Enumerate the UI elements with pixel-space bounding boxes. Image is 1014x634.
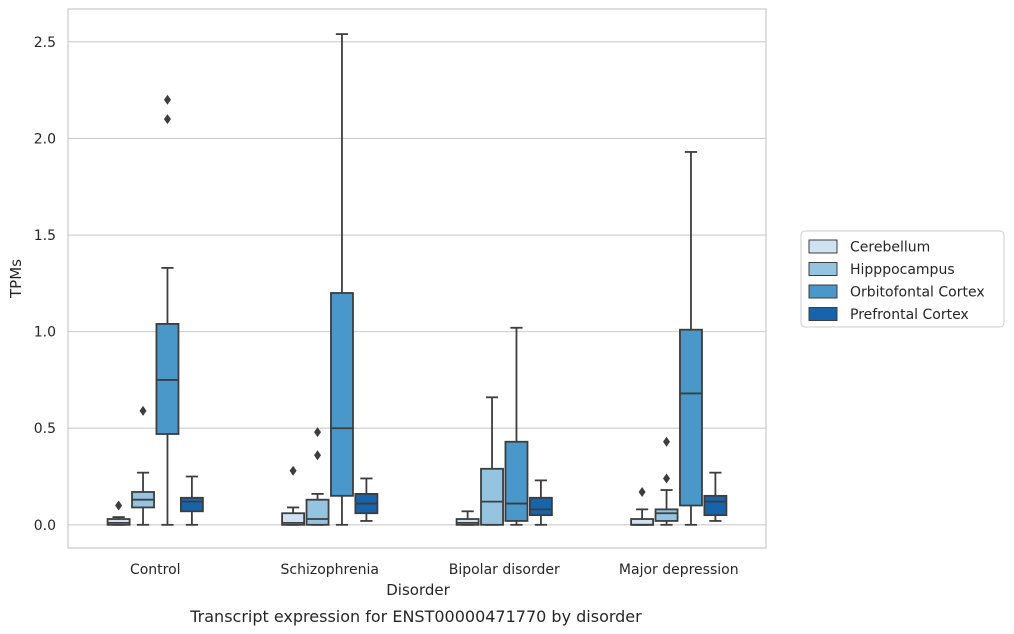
- legend: Cerebellum Hipppocampus Orbitofontal Corte…: [800, 230, 1005, 328]
- chart-caption: Transcript expression for ENST0000047177…: [189, 607, 642, 626]
- outlier-point: [163, 114, 171, 125]
- x-tick-label: Control: [130, 562, 181, 578]
- legend-frame: [800, 230, 1005, 328]
- x-tick-label: Bipolar disorder: [449, 562, 560, 578]
- outlier-point: [314, 427, 322, 438]
- legend-swatch: [808, 284, 838, 299]
- legend-label: Hipppocampus: [850, 262, 955, 278]
- legend-swatch: [808, 307, 838, 321]
- y-tick-label: 2.0: [34, 131, 56, 147]
- legend-swatch: [808, 239, 838, 254]
- outlier-point: [663, 473, 671, 484]
- category-group: [106, 94, 204, 526]
- legend-label: Orbitofontal Cortex: [850, 285, 985, 301]
- box: [654, 508, 679, 522]
- box: [703, 494, 728, 517]
- x-tick-labels: Control Schizophrenia Bipolar disorder Majo…: [130, 562, 739, 578]
- box: [480, 467, 504, 526]
- box: [281, 512, 306, 526]
- box: [155, 322, 180, 435]
- outlier-point: [115, 500, 123, 511]
- y-tick-labels: 0.0 0.5 1.0 1.5 2.0 2.5: [34, 35, 56, 534]
- legend-label: Prefrontal Cortex: [850, 307, 969, 323]
- y-tick-label: 1.5: [34, 228, 56, 244]
- box: [305, 498, 330, 526]
- box: [504, 440, 529, 522]
- x-tick-label: Major depression: [619, 562, 739, 578]
- box: [679, 328, 703, 507]
- outlier-point: [163, 94, 171, 105]
- box: [106, 518, 131, 526]
- y-tick-label: 2.5: [34, 35, 56, 51]
- category-group: [281, 33, 379, 526]
- y-tick-label: 0.5: [34, 421, 56, 437]
- box: [455, 518, 480, 526]
- y-axis-title: TPMs: [7, 259, 25, 299]
- x-tick-label: Schizophrenia: [281, 562, 379, 578]
- y-tick-label: 0.0: [34, 518, 56, 534]
- plot-frame: [67, 8, 767, 549]
- legend-swatch: [808, 262, 838, 276]
- box: [528, 496, 553, 517]
- y-tick-label: 1.0: [34, 325, 56, 341]
- outlier-point: [289, 465, 297, 476]
- category-group: [455, 326, 553, 526]
- outlier-point: [314, 450, 322, 461]
- legend-label: Cerebellum: [850, 240, 930, 256]
- outlier-point: [139, 405, 147, 416]
- box-groups: [106, 33, 728, 526]
- box: [330, 292, 354, 497]
- gridlines: [68, 41, 766, 526]
- category-group: [630, 151, 728, 526]
- x-axis-title: Disorder: [386, 581, 450, 599]
- box: [179, 496, 204, 513]
- outlier-point: [638, 486, 646, 497]
- outlier-point: [663, 436, 671, 447]
